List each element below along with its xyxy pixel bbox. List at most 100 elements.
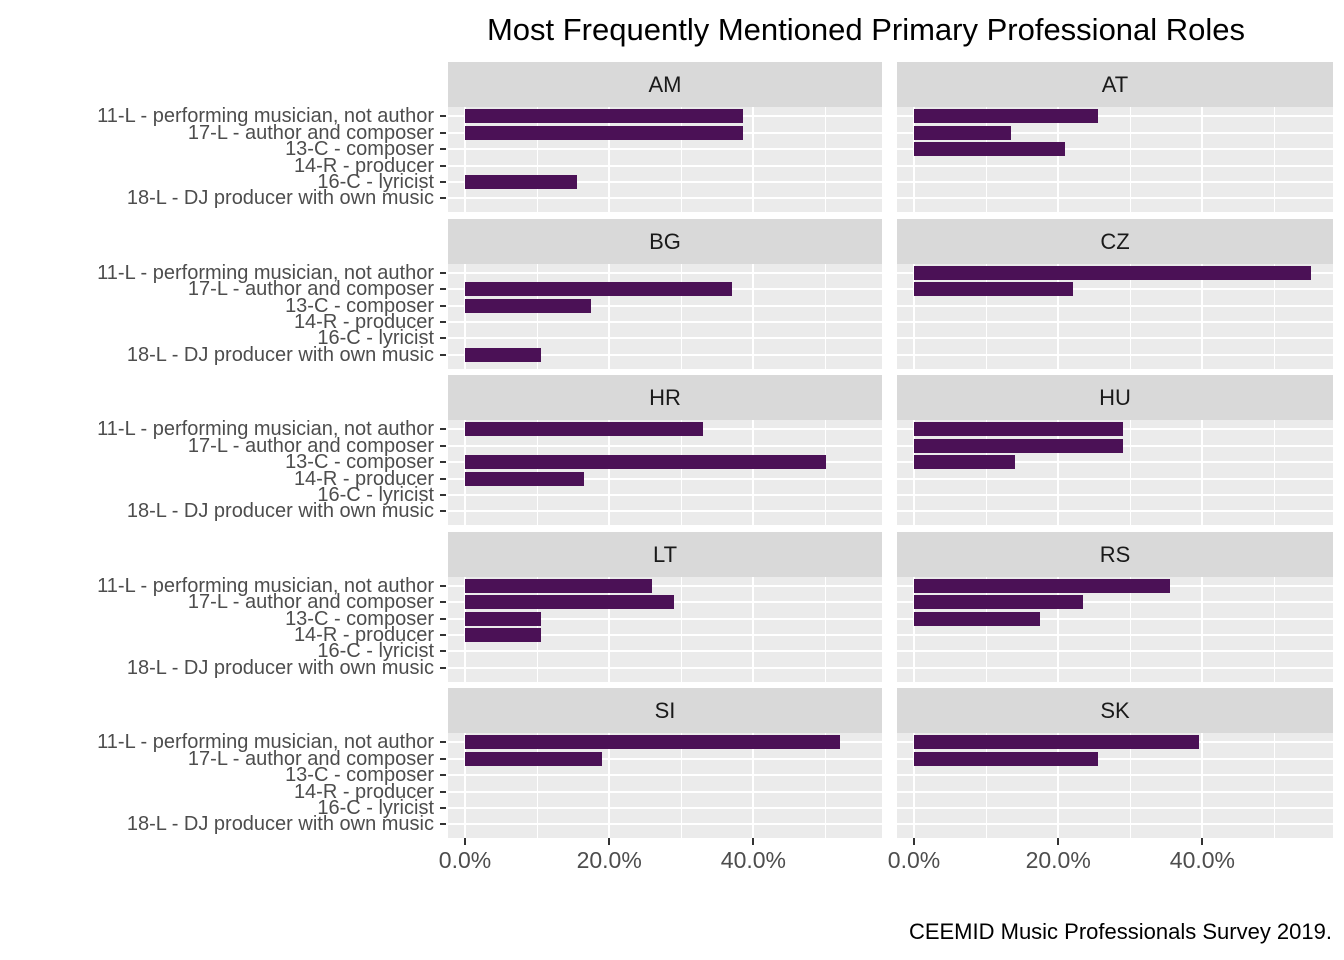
bar-AT-11-L bbox=[914, 109, 1098, 124]
gridline-major-y bbox=[897, 650, 1333, 653]
bar-HR-11-L bbox=[465, 422, 703, 437]
gridline-major-y bbox=[448, 477, 882, 480]
gridline-minor-x bbox=[536, 733, 538, 838]
y-axis-label: 14-R - producer bbox=[293, 780, 434, 803]
gridline-major-x bbox=[752, 420, 755, 525]
bar-RS-17-L bbox=[914, 595, 1084, 610]
gridline-major-x bbox=[913, 576, 915, 682]
y-axis-label: 11-L - performing musician, not author bbox=[97, 574, 434, 597]
gridline-major-x bbox=[1057, 576, 1060, 682]
gridline-major-y bbox=[897, 617, 1333, 620]
bar-HU-11-L bbox=[914, 422, 1124, 437]
gridline-major-x bbox=[608, 107, 611, 212]
x-axis-label: 40.0% bbox=[720, 847, 786, 873]
gridline-major-x bbox=[1201, 733, 1204, 838]
gridline-major-y bbox=[448, 757, 882, 760]
bar-AM-16-C bbox=[465, 174, 577, 189]
y-axis-label: 16-C - lyricist bbox=[317, 170, 434, 193]
gridline-minor-x bbox=[985, 733, 987, 838]
y-axis-label: 14-R - producer bbox=[293, 467, 434, 490]
facet-strip-HU: HU bbox=[897, 375, 1333, 420]
gridline-major-x bbox=[752, 733, 755, 838]
facet-strip-SK: SK bbox=[897, 688, 1333, 733]
gridline-major-y bbox=[897, 823, 1333, 826]
x-axis-tick bbox=[608, 838, 611, 845]
gridline-major-x bbox=[913, 420, 915, 525]
y-axis-label: 14-R - producer bbox=[293, 624, 434, 646]
y-axis-label: 13-C - composer bbox=[285, 294, 434, 317]
y-axis-label: 11-L - performing musician, not author bbox=[97, 418, 434, 441]
y-axis-tick bbox=[440, 634, 446, 636]
gridline-major-x bbox=[608, 733, 611, 838]
gridline-major-y bbox=[897, 148, 1333, 151]
y-axis-tick bbox=[440, 337, 446, 340]
gridline-major-y bbox=[897, 666, 1333, 669]
facet-panel-AT bbox=[897, 107, 1333, 212]
gridline-major-y bbox=[448, 197, 882, 200]
gridline-major-y bbox=[448, 337, 882, 340]
y-axis-tick bbox=[440, 164, 446, 167]
gridline-minor-x bbox=[1274, 576, 1275, 682]
x-axis-label: 40.0% bbox=[1169, 847, 1235, 873]
y-axis-tick bbox=[440, 321, 446, 323]
y-axis-label: 13-C - composer bbox=[285, 451, 434, 474]
gridline-major-y bbox=[897, 337, 1333, 340]
y-axis-label: 18-L - DJ producer with own music bbox=[126, 187, 434, 210]
gridline-major-y bbox=[448, 493, 882, 496]
gridline-minor-x bbox=[1129, 107, 1131, 212]
facet-panel-AM bbox=[448, 107, 882, 212]
gridline-minor-x bbox=[825, 576, 826, 682]
y-axis-label: 13-C - composer bbox=[285, 138, 434, 161]
gridline-minor-x bbox=[680, 733, 682, 838]
y-axis-label: 18-L - DJ producer with own music bbox=[126, 343, 434, 366]
bar-SK-11-L bbox=[914, 735, 1199, 750]
gridline-major-y bbox=[897, 353, 1333, 356]
gridline-major-y bbox=[897, 180, 1333, 183]
y-axis-tick bbox=[440, 131, 446, 134]
y-axis-tick bbox=[440, 461, 446, 464]
bar-HU-17-L bbox=[914, 438, 1124, 453]
y-axis-label: 17-L - author and composer bbox=[187, 591, 434, 614]
bar-BG-13-C bbox=[465, 298, 592, 313]
y-axis-label: 17-L - author and composer bbox=[187, 434, 434, 457]
facet-panel-SK bbox=[897, 733, 1333, 838]
gridline-major-x bbox=[913, 733, 915, 838]
gridline-major-x bbox=[1201, 576, 1204, 682]
y-axis-tick bbox=[440, 741, 446, 744]
bar-BG-18-L bbox=[465, 347, 541, 362]
y-axis-label: 16-C - lyricist bbox=[317, 483, 434, 506]
bar-LT-13-C bbox=[465, 611, 541, 626]
gridline-major-y bbox=[448, 164, 882, 167]
gridline-major-x bbox=[1201, 420, 1204, 525]
gridline-major-x bbox=[464, 733, 466, 838]
bar-AT-17-L bbox=[914, 125, 1012, 140]
gridline-minor-x bbox=[1274, 420, 1275, 525]
bar-HU-13-C bbox=[914, 455, 1015, 470]
gridline-major-y bbox=[448, 304, 882, 307]
gridline-major-y bbox=[897, 288, 1333, 291]
y-axis-label: 11-L - performing musician, not author bbox=[97, 261, 434, 284]
gridline-major-y bbox=[897, 634, 1333, 636]
bar-LT-11-L bbox=[465, 578, 653, 593]
facet-strip-CZ: CZ bbox=[897, 218, 1333, 264]
bar-SI-17-L bbox=[465, 751, 602, 766]
y-axis-tick bbox=[440, 617, 446, 620]
gridline-major-y bbox=[448, 444, 882, 447]
gridline-major-x bbox=[752, 107, 755, 212]
x-axis-label: 0.0% bbox=[438, 847, 492, 873]
y-axis-label: 16-C - lyricist bbox=[317, 796, 434, 819]
gridline-minor-x bbox=[985, 263, 987, 369]
facet-strip-HR: HR bbox=[448, 375, 882, 420]
facet-strip-AT: AT bbox=[897, 62, 1333, 107]
y-axis-label: 16-C - lyricist bbox=[317, 640, 434, 663]
gridline-major-y bbox=[897, 774, 1333, 777]
y-axis-tick bbox=[440, 650, 446, 653]
facet-panel-SI bbox=[448, 733, 882, 838]
bar-HR-14-R bbox=[465, 471, 584, 486]
gridline-minor-x bbox=[1129, 420, 1131, 525]
y-axis-tick bbox=[440, 115, 446, 118]
y-axis-label: 17-L - author and composer bbox=[187, 747, 434, 770]
gridline-minor-x bbox=[1274, 107, 1275, 212]
gridline-major-x bbox=[752, 263, 755, 369]
